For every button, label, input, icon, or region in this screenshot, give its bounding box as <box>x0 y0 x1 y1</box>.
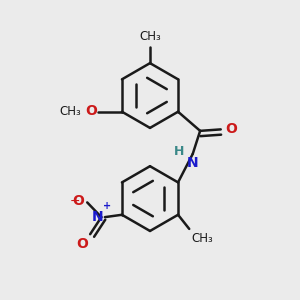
Text: O: O <box>72 194 84 208</box>
Text: O: O <box>225 122 237 136</box>
Text: CH₃: CH₃ <box>139 30 161 44</box>
Text: CH₃: CH₃ <box>191 232 213 245</box>
Text: O: O <box>85 104 97 118</box>
Text: CH₃: CH₃ <box>59 105 81 118</box>
Text: N: N <box>187 156 199 170</box>
Text: N: N <box>92 210 103 224</box>
Text: +: + <box>103 201 111 211</box>
Text: O: O <box>76 237 88 251</box>
Text: −: − <box>70 195 80 208</box>
Text: H: H <box>174 145 184 158</box>
